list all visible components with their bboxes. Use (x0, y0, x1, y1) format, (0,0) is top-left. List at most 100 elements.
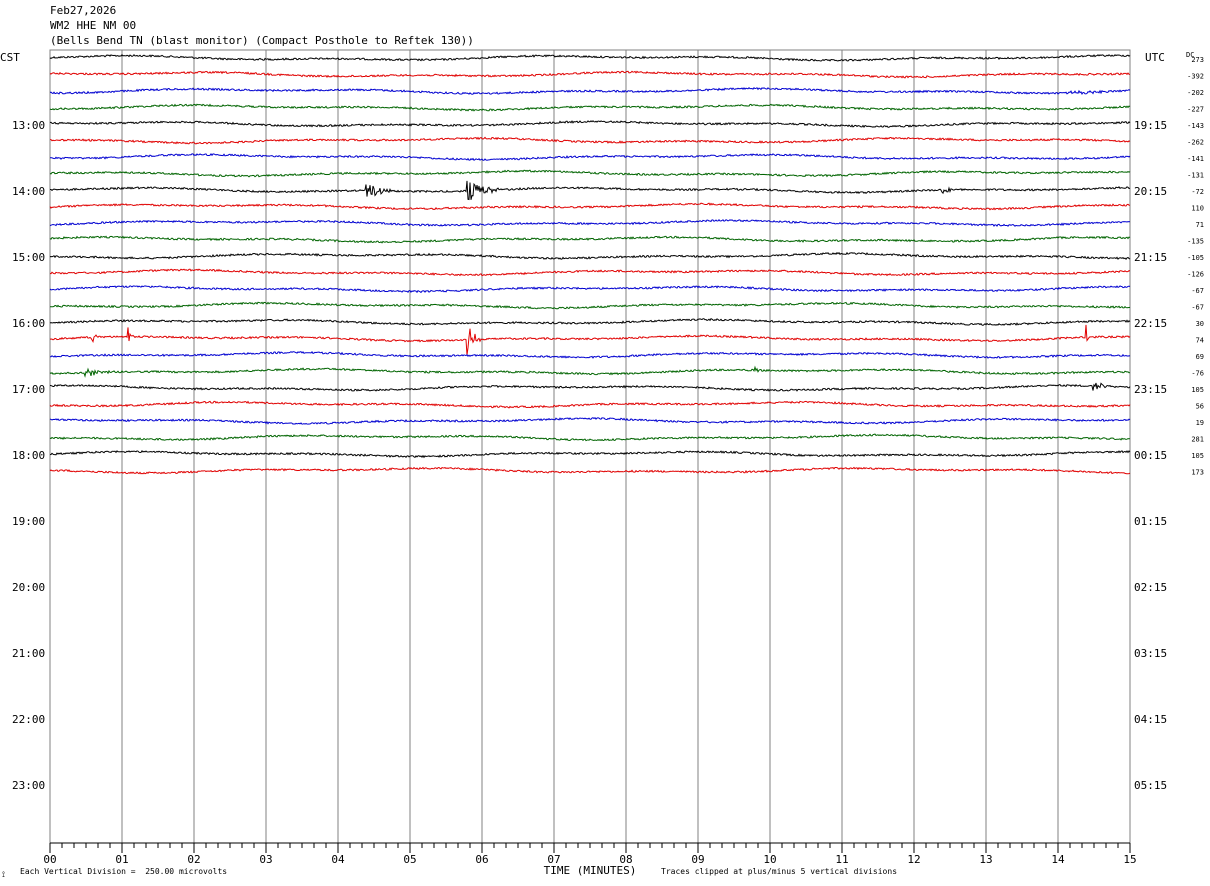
x-tick-label: 12 (907, 853, 920, 866)
dc-offset-label: -143 (1187, 122, 1204, 130)
dc-offset-label: -105 (1187, 254, 1204, 262)
header-location: (Bells Bend TN (blast monitor) (Compact … (50, 34, 474, 47)
trace-line (49, 324, 1131, 356)
cst-hour-label: 20:00 (12, 581, 45, 594)
trace-line (49, 235, 1131, 244)
utc-hour-label: 19:15 (1134, 119, 1167, 132)
plot-frame (49, 49, 1131, 844)
header-station: WM2 HHE NM 00 (50, 19, 137, 32)
cst-hour-label: 22:00 (12, 713, 45, 726)
trace-line (49, 416, 1131, 425)
x-tick-label: 08 (619, 853, 632, 866)
dc-offset-label: 105 (1191, 452, 1204, 460)
dc-offset-label: -392 (1187, 73, 1204, 81)
trace-line (49, 433, 1130, 442)
trace-line (49, 466, 1131, 475)
x-tick-label: 03 (259, 853, 272, 866)
header-date: Feb27,2026 (50, 4, 117, 17)
dc-offset-label: 105 (1191, 386, 1204, 394)
x-tick-label: 02 (187, 853, 200, 866)
trace-line (49, 301, 1131, 310)
utc-hour-label: 00:15 (1134, 449, 1167, 462)
dc-offset-label: -202 (1187, 89, 1204, 97)
utc-hour-label: 20:15 (1134, 185, 1167, 198)
x-tick-label: 04 (331, 853, 345, 866)
trace-line (49, 219, 1131, 227)
dc-offset-label: -227 (1187, 106, 1204, 114)
dc-offset-label: -141 (1187, 155, 1204, 163)
dc-offset-label: 19 (1196, 419, 1204, 427)
utc-hour-label: 22:15 (1134, 317, 1167, 330)
dc-offset-label: -67 (1191, 304, 1204, 312)
utc-label: UTC (1145, 51, 1165, 64)
dc-offset-label: 273 (1191, 56, 1204, 64)
x-axis-title: TIME (MINUTES) (544, 864, 637, 877)
trace-line (50, 136, 1131, 145)
trace-line (49, 103, 1131, 112)
x-tick-label: 00 (43, 853, 56, 866)
utc-hour-label: 23:15 (1134, 383, 1167, 396)
cst-hour-label: 16:00 (12, 317, 45, 330)
dc-offset-label: 173 (1191, 469, 1204, 477)
trace-line (50, 180, 1131, 201)
x-tick-label: 11 (835, 853, 848, 866)
cst-hour-label: 18:00 (12, 449, 45, 462)
trace-line (50, 153, 1131, 161)
utc-hour-label: 21:15 (1134, 251, 1167, 264)
trace-line (49, 169, 1131, 178)
trace-line (49, 54, 1131, 62)
trace-line (49, 120, 1131, 129)
utc-hour-label: 02:15 (1134, 581, 1167, 594)
cst-hour-label: 15:00 (12, 251, 45, 264)
cst-hour-label: 23:00 (12, 779, 45, 792)
x-tick-label: 01 (115, 853, 128, 866)
trace-line (49, 382, 1131, 392)
utc-hour-label: 03:15 (1134, 647, 1167, 660)
trace-line (49, 285, 1131, 294)
dc-offset-label: -131 (1187, 172, 1204, 180)
trace-line (49, 365, 1131, 378)
trace-line (50, 350, 1131, 359)
x-tick-label: 13 (979, 853, 992, 866)
cst-label: CST (0, 51, 20, 64)
trace-line (49, 449, 1131, 459)
trace-line (49, 318, 1131, 326)
x-tick-label: 05 (403, 853, 416, 866)
axis-labels: CST UTC DC TIME (MINUTES) 00 01 02 03 04 05 06… (0, 51, 1204, 877)
trace-line (49, 268, 1131, 277)
trace-line (49, 251, 1131, 260)
time-grid (49, 49, 1131, 853)
dc-offset-label: -72 (1191, 188, 1204, 196)
dc-offset-label: -76 (1191, 370, 1204, 378)
dc-offset-label: -67 (1191, 287, 1204, 295)
dc-label: DC (1186, 51, 1194, 59)
trace-line (49, 202, 1131, 211)
cst-hour-label: 19:00 (12, 515, 45, 528)
trace-line (49, 86, 1131, 96)
trace-line (49, 400, 1131, 409)
dc-offset-label: -262 (1187, 139, 1204, 147)
dc-offset-label: 71 (1196, 221, 1204, 229)
utc-hour-label: 01:15 (1134, 515, 1167, 528)
x-tick-label: 14 (1051, 853, 1065, 866)
dc-offset-label: 281 (1191, 436, 1204, 444)
x-tick-label: 07 (547, 853, 560, 866)
cst-hour-label: 14:00 (12, 185, 45, 198)
dc-offset-label: 110 (1191, 205, 1204, 213)
cst-hour-label: 17:00 (12, 383, 45, 396)
corner-mark: ⟟ (2, 870, 5, 879)
dc-offset-label: -135 (1187, 238, 1204, 246)
x-tick-label: 06 (475, 853, 488, 866)
dc-offset-label: -126 (1187, 271, 1204, 279)
utc-hour-label: 05:15 (1134, 779, 1167, 792)
scale-note: Each Vertical Division = 250.00 microvol… (20, 867, 228, 876)
dc-offset-label: 69 (1196, 353, 1204, 361)
x-tick-label: 09 (691, 853, 704, 866)
utc-hour-label: 04:15 (1134, 713, 1167, 726)
cst-hour-label: 21:00 (12, 647, 45, 660)
dc-offset-label: 56 (1196, 403, 1204, 411)
seismic-traces (49, 54, 1131, 475)
clip-note: Traces clipped at plus/minus 5 vertical … (661, 867, 898, 876)
dc-offset-label: 74 (1196, 337, 1204, 345)
